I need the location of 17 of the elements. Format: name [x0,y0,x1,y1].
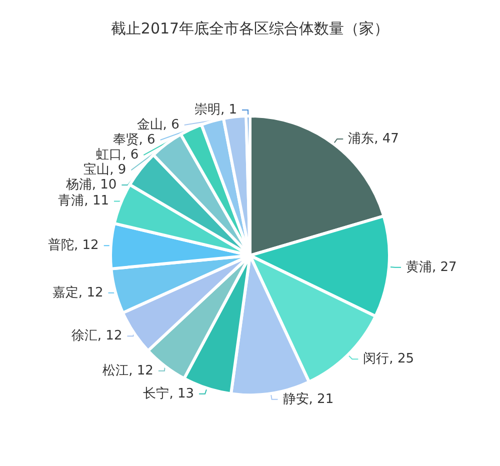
chart-title: 截止2017年底全市各区综合体数量（家） [110,20,390,38]
slice-label: 青浦, 11 [58,194,109,209]
slice-label: 宝山, 9 [84,162,126,178]
slice-label: 崇明, 1 [194,102,238,118]
slice-label: 嘉定, 12 [52,285,104,300]
slice-label: 金山, 6 [136,118,180,133]
slice-label: 普陀, 12 [48,237,99,254]
slice-label: 虹口, 6 [96,148,139,163]
slice-label: 松江, 12 [102,363,154,378]
slice-label: 奉贤, 6 [112,132,156,148]
slice-label: 徐汇, 12 [71,328,122,344]
slice-label: 静安, 21 [282,390,334,407]
slice-label: 黄浦, 27 [406,260,457,275]
slice-label: 长宁, 13 [143,385,194,402]
slice-label: 浦东, 47 [348,131,399,146]
slice-label: 闵行, 25 [363,352,414,367]
slice-label: 杨浦, 10 [64,178,117,193]
